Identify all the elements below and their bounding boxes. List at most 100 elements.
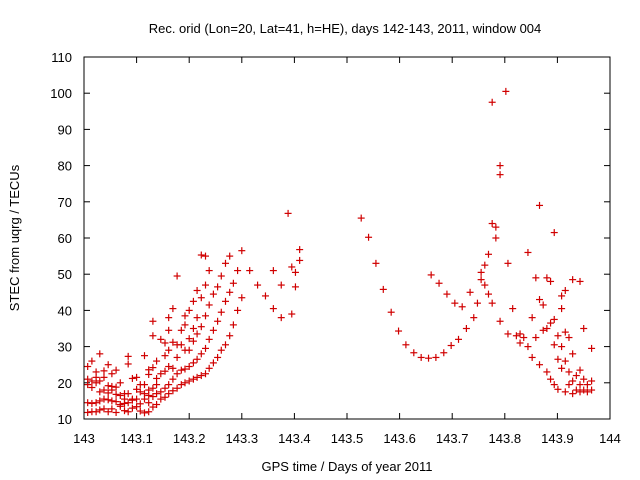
data-point [145, 366, 153, 374]
data-point [193, 355, 201, 363]
data-point [116, 401, 124, 409]
data-point [197, 323, 205, 331]
y-tick-label: 100 [50, 86, 72, 101]
data-point [447, 342, 455, 350]
data-point [136, 400, 144, 408]
data-point [558, 292, 566, 300]
data-point [149, 384, 157, 392]
data-point [291, 283, 299, 291]
data-point [496, 162, 504, 170]
data-point [104, 361, 112, 369]
data-point [547, 375, 555, 383]
data-point [116, 379, 124, 387]
data-point [161, 384, 169, 392]
data-point [387, 308, 395, 316]
data-point [229, 279, 237, 287]
data-point [108, 370, 116, 378]
data-point [169, 305, 177, 313]
data-point [516, 330, 524, 338]
data-point [173, 384, 181, 392]
data-point [133, 395, 141, 403]
data-point [561, 357, 569, 365]
data-point [181, 379, 189, 387]
data-point [443, 290, 451, 298]
data-point [128, 374, 136, 382]
data-point [477, 268, 485, 276]
data-point [169, 375, 177, 383]
data-point [455, 335, 463, 343]
data-point [88, 399, 96, 407]
data-point [550, 381, 558, 389]
data-point [153, 374, 161, 382]
data-point [425, 354, 433, 362]
data-point [516, 339, 524, 347]
data-point [92, 408, 100, 416]
data-point [177, 366, 185, 374]
data-point [288, 310, 296, 318]
data-point [124, 399, 132, 407]
data-point [524, 343, 532, 351]
data-point [357, 214, 365, 222]
data-point [217, 308, 225, 316]
data-point [550, 229, 558, 237]
y-tick-label: 10 [58, 412, 72, 427]
data-point [504, 330, 512, 338]
x-tick-label: 143.1 [120, 431, 153, 446]
data-point [197, 294, 205, 302]
data-point [173, 353, 181, 361]
data-point [92, 399, 100, 407]
y-tick-label: 110 [51, 50, 72, 65]
data-point [124, 390, 132, 398]
data-point [153, 381, 161, 389]
data-point [561, 286, 569, 294]
y-axis-label: STEC from uqrg / TECUs [7, 164, 22, 311]
data-point [96, 406, 104, 414]
data-point [214, 283, 222, 291]
data-point [569, 276, 577, 284]
data-point [140, 409, 148, 417]
data-point [104, 396, 112, 404]
data-point [136, 407, 144, 415]
data-point [202, 344, 210, 352]
data-point [116, 391, 124, 399]
data-point [569, 350, 577, 358]
data-point [588, 344, 596, 352]
data-point [193, 314, 201, 322]
data-point [165, 381, 173, 389]
data-point [238, 294, 246, 302]
data-point [153, 390, 161, 398]
data-point [133, 373, 141, 381]
data-point [217, 272, 225, 280]
data-point [432, 353, 440, 361]
data-point [536, 296, 544, 304]
data-point [569, 377, 577, 385]
data-point [140, 381, 148, 389]
data-point [145, 399, 153, 407]
x-tick-label: 143.2 [173, 431, 206, 446]
data-point [226, 332, 234, 340]
data-point [96, 397, 104, 405]
data-point [112, 383, 120, 391]
data-point [100, 367, 108, 375]
data-points [84, 87, 596, 417]
data-point [504, 259, 512, 267]
y-axis-ticks: 10 20 30 40 50 60 70 80 90 100 110 [50, 50, 610, 427]
data-point [149, 317, 157, 325]
data-point [161, 393, 169, 401]
data-point [435, 279, 443, 287]
data-point [185, 306, 193, 314]
data-point [214, 317, 222, 325]
data-point [209, 359, 217, 367]
data-point [133, 403, 141, 411]
data-point [496, 171, 504, 179]
data-point [576, 366, 584, 374]
data-point [296, 246, 304, 254]
data-point [104, 382, 112, 390]
data-point [165, 346, 173, 354]
data-point [576, 277, 584, 285]
data-point [84, 399, 92, 407]
data-point [197, 350, 205, 358]
data-point [100, 386, 108, 394]
data-point [84, 363, 92, 371]
data-point [88, 377, 96, 385]
